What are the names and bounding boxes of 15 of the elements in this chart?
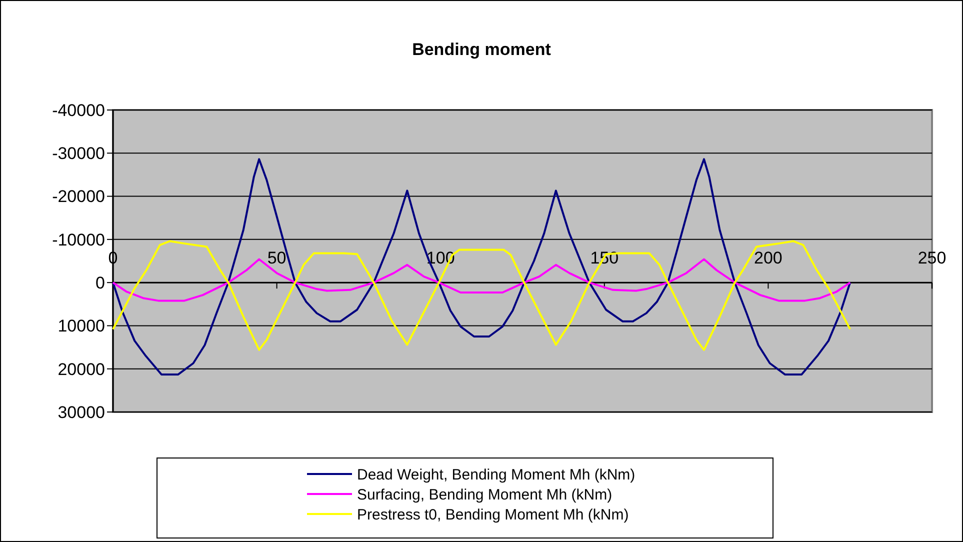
x-tick-label: 200 — [754, 248, 782, 268]
y-tick-label: -10000 — [52, 230, 105, 250]
y-tick-label: -40000 — [52, 100, 105, 120]
x-tick-label: 50 — [267, 248, 286, 268]
y-tick-label: -20000 — [52, 187, 105, 206]
legend-label: Surfacing, Bending Moment Mh (kNm) — [357, 486, 612, 504]
chart-title: Bending moment — [412, 40, 552, 59]
y-tick-label: 10000 — [58, 316, 105, 336]
legend-label: Dead Weight, Bending Moment Mh (kNm) — [357, 466, 636, 484]
y-tick-label: 0 — [96, 274, 105, 293]
x-tick-label: 250 — [918, 248, 946, 268]
y-tick-label: -30000 — [52, 144, 105, 164]
y-tick-label: 30000 — [58, 402, 105, 422]
y-tick-label: 20000 — [58, 360, 105, 379]
legend-label: Prestress t0, Bending Moment Mh (kNm) — [357, 506, 629, 524]
